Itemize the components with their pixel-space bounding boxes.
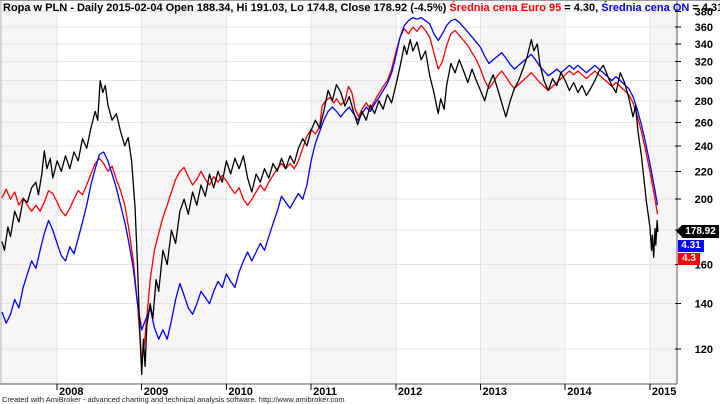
x-tick-label: 2008	[59, 386, 83, 398]
amibroker-credit-text: Created with AmiBroker - advanced charti…	[2, 395, 345, 404]
year-band	[141, 3, 227, 384]
legend-euro95-value: = 4.30,	[561, 2, 602, 14]
y-tick-label: 260	[695, 117, 713, 129]
legend-on-label: Średnia cena ON	[601, 2, 690, 14]
x-tick-label: 2010	[228, 386, 252, 398]
y-tick-label: 320	[695, 57, 713, 69]
x-tick-label: 2012	[398, 386, 422, 398]
series-line-on	[1, 16, 659, 340]
x-tick-label: 2015	[652, 386, 676, 398]
y-tick-label: 140	[695, 299, 713, 311]
x-tick-label: 2011	[313, 386, 337, 398]
x-tick-label: 2009	[144, 386, 168, 398]
y-tick-label: 240	[695, 141, 713, 153]
legend-euro95-label: Średnia cena Euro 95	[449, 2, 562, 14]
y-tick-label: 300	[695, 76, 713, 88]
y-tick-label: 340	[695, 39, 713, 51]
y-tick-label: 280	[695, 96, 713, 108]
x-tick-label: 2014	[567, 386, 592, 398]
y-tick-label: 380	[695, 6, 713, 18]
y-tick-label: 120	[695, 344, 713, 356]
euro95-price-axis-marker: 4.3	[678, 253, 700, 265]
chart-title: Ropa w PLN - Daily 2015-02-04 Open 188.3…	[3, 2, 720, 14]
last-close-axis-marker: 178.92	[676, 225, 719, 238]
chart-title-main: Ropa w PLN - Daily 2015-02-04 Open 188.3…	[3, 2, 450, 14]
on-price-axis-marker: 4.31	[678, 240, 704, 252]
legend-on-value: = 4.31	[689, 2, 720, 14]
year-band	[480, 3, 566, 384]
y-tick-label: 220	[695, 166, 713, 178]
year-band	[311, 3, 396, 384]
y-tick-label: 360	[695, 22, 713, 34]
x-tick-label: 2013	[483, 386, 507, 398]
series-line-ropa	[1, 38, 659, 375]
y-tick-label: 200	[695, 194, 713, 206]
